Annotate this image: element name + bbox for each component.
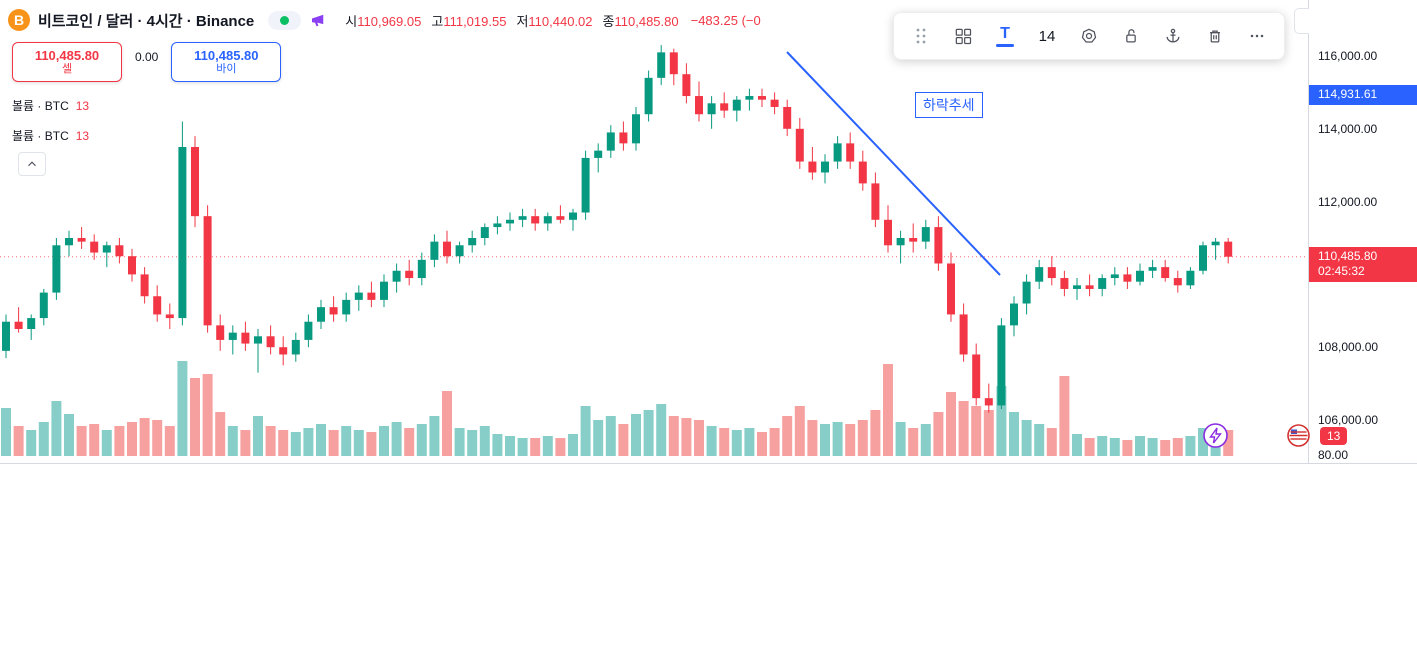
volume-indicator-label: 볼륨 · BTC (12, 99, 69, 113)
toolbar-delete-button[interactable] (1196, 19, 1234, 53)
grid-layout-icon (955, 28, 972, 45)
high-value: 111,019.55 (443, 13, 507, 29)
symbol-title[interactable]: 비트코인 / 달러 · 4시간 · Binance (38, 12, 255, 30)
volume-indicator-value: 13 (75, 99, 90, 113)
chevron-up-icon (28, 161, 36, 167)
low-value: 110,440.02 (528, 13, 593, 29)
price-tick: 108,000.00 (1318, 340, 1379, 355)
sell-button[interactable]: 110,485.80 셀 (12, 42, 122, 82)
bar-countdown: 02:45:32 (1318, 263, 1365, 278)
buy-price: 110,485.80 (194, 48, 259, 63)
price-tick: 114,000.00 (1318, 121, 1378, 136)
open-label: 시 (345, 13, 358, 29)
volume-indicator-legend-2[interactable]: 볼륨 · BTC 13 (12, 127, 89, 144)
collapse-legend-button[interactable] (18, 152, 46, 176)
spread-value: 0.00 (135, 50, 159, 64)
drawing-toolbar: T 14 (893, 12, 1285, 60)
news-events-button[interactable] (1286, 423, 1311, 448)
price-chart[interactable] (0, 0, 1308, 463)
quick-trade-button[interactable] (1202, 422, 1229, 449)
volume-indicator-value: 13 (75, 129, 90, 143)
buy-label: 바이 (216, 63, 237, 75)
toolbar-settings-button[interactable] (1070, 19, 1108, 53)
gear-icon (1081, 28, 1097, 43)
sell-label: 셀 (61, 63, 73, 75)
volume-indicator-legend[interactable]: 볼륨 · BTC 13 (12, 97, 89, 114)
change-value: −483.25 (−0 (690, 12, 761, 28)
chart-legend: B 비트코인 / 달러 · 4시간 · Binance 시110,969.05 … (8, 8, 761, 32)
current-price-value: 110,485.80 (1318, 248, 1378, 263)
high-label: 고 (431, 13, 444, 29)
chart-pane[interactable] (0, 0, 1308, 464)
lightning-icon (1203, 423, 1228, 448)
lock-open-icon (1126, 29, 1136, 43)
toolbar-text-tool-button[interactable]: T (986, 19, 1024, 53)
close-label: 종 (602, 13, 615, 29)
drag-handle-icon (916, 28, 926, 44)
toolbar-more-button[interactable] (1238, 19, 1276, 53)
bitcoin-icon: B (8, 9, 30, 31)
more-dots-icon (1250, 34, 1264, 38)
current-price-badge: 110,485.80 02:45:32 (1309, 246, 1417, 282)
text-tool-icon: T (1000, 24, 1010, 42)
hidden-panel-edge (1294, 8, 1309, 34)
toolbar-anchor-button[interactable] (1154, 19, 1192, 53)
ohlc-row: 시110,969.05 고111,019.55 저110,440.02 종110… (345, 11, 760, 30)
price-tick: 80.00 (1318, 448, 1349, 462)
anchor-icon (1166, 28, 1180, 43)
publish-idea-button[interactable] (309, 11, 327, 29)
toolbar-font-size-button[interactable]: 14 (1028, 19, 1066, 53)
market-status-pill[interactable] (268, 10, 302, 30)
trend-text-drawing[interactable]: 하락추세 (915, 92, 983, 118)
font-size-value: 14 (1038, 27, 1056, 45)
megaphone-icon (312, 14, 324, 27)
text-tool-active-underline (996, 43, 1014, 47)
toolbar-lock-button[interactable] (1112, 19, 1150, 53)
price-tick: 112,000.00 (1318, 194, 1378, 209)
price-tick: 106,000.00 (1318, 413, 1379, 427)
trash-icon (1210, 30, 1220, 43)
volume-indicator-label: 볼륨 · BTC (12, 129, 69, 143)
low-label: 저 (516, 13, 529, 29)
trade-panel: 110,485.80 셀 0.00 110,485.80 바이 (12, 42, 282, 82)
buy-button[interactable]: 110,485.80 바이 (171, 42, 282, 82)
price-tick: 116,000.00 (1318, 49, 1378, 63)
close-value: 110,485.80 (614, 13, 679, 29)
open-value: 110,969.05 (357, 13, 422, 29)
sell-price: 110,485.80 (34, 48, 100, 63)
indicator-price-badge: 114,931.61 (1309, 84, 1417, 105)
news-flag-icon (1287, 424, 1310, 447)
toolbar-drag-handle[interactable] (902, 19, 940, 53)
toolbar-grid-layout-button[interactable] (944, 19, 982, 53)
events-count-badge: 13 (1320, 427, 1348, 445)
market-open-dot-icon (280, 15, 290, 25)
price-axis[interactable]: 114,931.61 110,485.80 02:45:32 116,000.0… (1308, 0, 1417, 464)
